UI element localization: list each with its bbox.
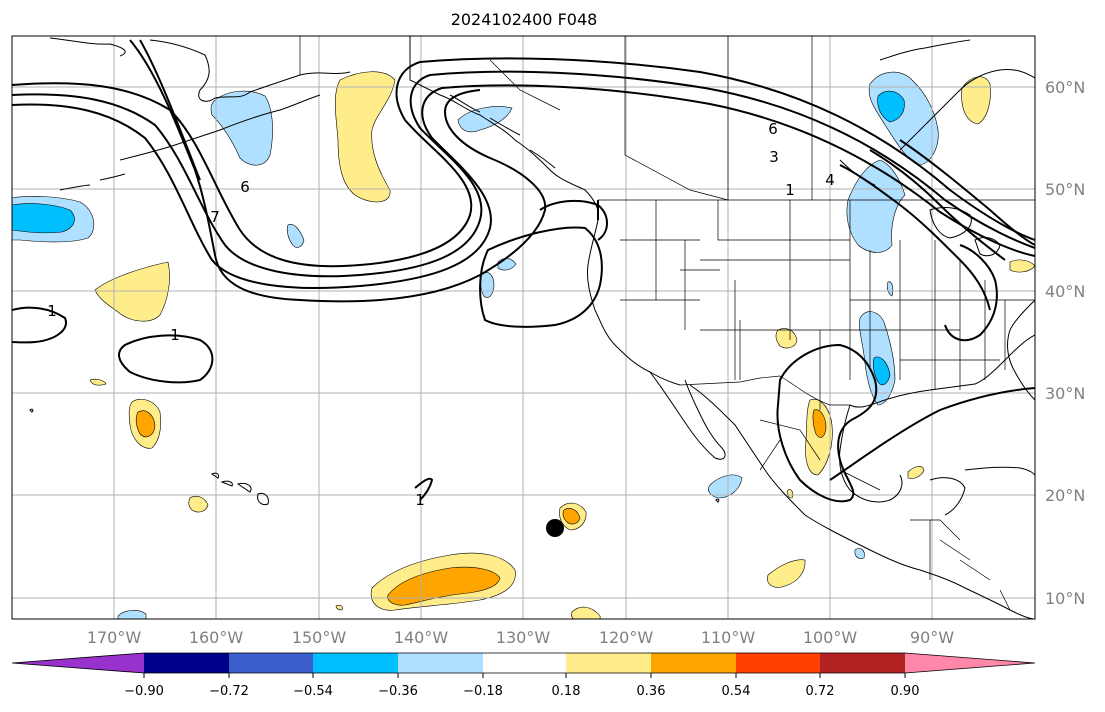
contour-label: 1 (47, 302, 57, 320)
colorbar-tick-label: −0.54 (293, 684, 333, 699)
lon-label: 90°W (910, 628, 954, 647)
colorbar-segment (313, 653, 398, 673)
negative-anomaly-shading (12, 71, 939, 619)
lon-label: 160°W (189, 628, 244, 647)
lon-label: 130°W (496, 628, 551, 647)
colorbar-segment (566, 653, 651, 673)
colorbar-segment (229, 653, 313, 673)
lon-label: 110°W (701, 628, 756, 647)
contour-label: 6 (240, 178, 250, 196)
colorbar-tick-label: 0.18 (552, 684, 581, 699)
lat-label: 60°N (1045, 78, 1085, 97)
contour-label: 1 (415, 491, 425, 509)
longitude-labels: 170°W 160°W 150°W 140°W 130°W 120°W 110°… (87, 628, 954, 647)
colorbar-tick-label: 0.90 (891, 684, 920, 699)
figure-title: 2024102400 F048 (451, 10, 598, 29)
storm-center-marker (546, 519, 564, 537)
colorbar-tick-label: −0.90 (124, 684, 164, 699)
colorbar-segment (483, 653, 566, 673)
contour-label: 1 (170, 326, 180, 344)
map-panel: 6 3 1 4 6 7 1 1 1 (12, 36, 1035, 619)
colorbar-segment (651, 653, 736, 673)
colorbar-tick-label: −0.18 (463, 684, 503, 699)
lon-label: 120°W (599, 628, 654, 647)
lat-label: 50°N (1045, 180, 1085, 199)
colorbar-tick-label: 0.36 (637, 684, 666, 699)
lat-lon-grid (12, 36, 1035, 619)
contour-labels: 6 3 1 4 6 7 1 1 1 (47, 120, 835, 509)
map-frame (11, 35, 1036, 620)
contour-label: 3 (769, 148, 779, 166)
lat-label: 10°N (1045, 589, 1085, 608)
latitude-labels: 60°N 50°N 40°N 30°N 20°N 10°N (1045, 78, 1085, 608)
contour-label: 7 (210, 208, 220, 226)
lon-label: 100°W (803, 628, 858, 647)
lon-label: 170°W (87, 628, 142, 647)
colorbar-segment (398, 653, 483, 673)
contour-lines (12, 39, 1035, 503)
colorbar-segment (736, 653, 820, 673)
colorbar: −0.90 −0.72 −0.54 −0.36 −0.18 0.18 0.36 0.54 0.7… (11, 652, 1036, 699)
colorbar-tick-label: −0.36 (378, 684, 418, 699)
colorbar-segment (144, 653, 229, 673)
contour-label: 1 (785, 181, 795, 199)
lon-label: 150°W (292, 628, 347, 647)
colorbar-segment (820, 653, 905, 673)
colorbar-tick-label: 0.72 (806, 684, 835, 699)
colorbar-extend-max (905, 653, 1035, 673)
lat-label: 30°N (1045, 384, 1085, 403)
contour-label: 4 (825, 171, 835, 189)
lon-label: 140°W (394, 628, 449, 647)
contour-label: 6 (768, 120, 778, 138)
positive-anomaly-shading (89, 71, 1035, 619)
political-borders (299, 36, 1035, 611)
lat-label: 20°N (1045, 486, 1085, 505)
colorbar-tick-label: −0.72 (209, 684, 249, 699)
lat-label: 40°N (1045, 282, 1085, 301)
colorbar-extend-min (12, 653, 144, 673)
colorbar-tick-label: 0.54 (722, 684, 751, 699)
